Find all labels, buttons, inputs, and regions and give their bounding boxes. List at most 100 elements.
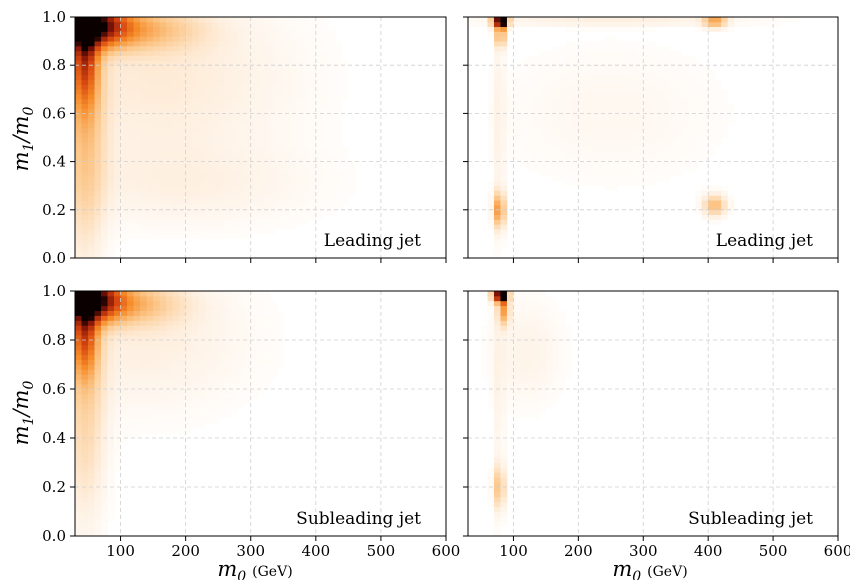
heatmap-cell: [617, 161, 625, 167]
heatmap-cell: [309, 17, 317, 23]
heatmap-cell: [146, 89, 154, 95]
heatmap-cell: [120, 21, 128, 28]
heatmap-cell: [153, 214, 161, 220]
heatmap-cell: [218, 349, 226, 356]
heatmap-cell: [224, 74, 232, 81]
heatmap-cell: [179, 31, 187, 37]
heatmap-cell: [185, 364, 193, 370]
heatmap-cell: [94, 511, 102, 517]
heatmap-cell: [94, 325, 102, 331]
heatmap-cell: [610, 41, 618, 47]
heatmap-cell: [276, 103, 284, 109]
heatmap-cell: [289, 98, 297, 105]
heatmap-cell: [519, 132, 527, 138]
heatmap-cell: [81, 113, 89, 119]
heatmap-cell: [133, 379, 141, 385]
heatmap-cell: [519, 142, 527, 148]
heatmap-cell: [552, 142, 560, 148]
heatmap-cell: [721, 127, 729, 134]
heatmap-cell: [270, 161, 278, 167]
heatmap-cell: [179, 127, 187, 134]
heatmap-cell: [107, 248, 115, 254]
heatmap-cell: [270, 349, 278, 356]
heatmap-cell: [166, 423, 174, 429]
heatmap-cell: [675, 50, 683, 56]
heatmap-cell: [244, 389, 252, 395]
heatmap-cell: [75, 384, 82, 390]
heatmap-cell: [153, 137, 161, 143]
heatmap-cell: [283, 190, 291, 196]
heatmap-cell: [231, 166, 239, 172]
heatmap-cell: [500, 84, 508, 90]
heatmap-cell: [480, 349, 488, 356]
heatmap-cell: [101, 295, 108, 302]
heatmap-cell: [296, 113, 304, 119]
heatmap-cell: [500, 305, 508, 311]
heatmap-cell: [480, 21, 488, 28]
heatmap-cell: [185, 369, 193, 375]
heatmap-cell: [185, 132, 193, 138]
heatmap-cell: [133, 300, 141, 307]
heatmap-cell: [75, 398, 82, 405]
heatmap-cell: [185, 325, 193, 331]
heatmap-cell: [584, 41, 592, 47]
heatmap-cell: [231, 315, 239, 321]
heatmap-cell: [159, 224, 167, 230]
heatmap-cell: [231, 349, 239, 356]
heatmap-cell: [159, 176, 167, 182]
heatmap-cell: [88, 379, 95, 385]
heatmap-cell: [263, 190, 271, 196]
heatmap-cell: [114, 335, 121, 341]
heatmap-cell: [270, 45, 278, 52]
heatmap-cell: [127, 74, 134, 81]
heatmap-cell: [289, 176, 297, 182]
heatmap-cell: [88, 176, 95, 182]
heatmap-cell: [263, 132, 271, 138]
y-axis-label-top: m1/m0: [9, 107, 37, 172]
heatmap-cell: [701, 26, 709, 32]
heatmap-cell: [630, 45, 638, 52]
heatmap-cell: [172, 113, 180, 119]
heatmap-cell: [107, 243, 115, 249]
heatmap-cell: [172, 31, 180, 37]
heatmap-cell: [539, 17, 547, 23]
heatmap-cell: [493, 413, 501, 419]
heatmap-cell: [636, 103, 644, 109]
heatmap-cell: [146, 31, 154, 37]
heatmap-cell: [159, 147, 167, 153]
heatmap-cell: [107, 55, 115, 61]
heatmap-cell: [263, 171, 271, 177]
heatmap-cell: [727, 26, 735, 32]
heatmap-cell: [341, 70, 349, 76]
heatmap-cell: [309, 41, 317, 47]
heatmap-cell: [597, 118, 605, 124]
heatmap-cell: [205, 94, 213, 100]
heatmap-cell: [289, 103, 297, 109]
heatmap-cell: [500, 151, 508, 158]
heatmap-cell: [120, 238, 128, 244]
heatmap-cell: [335, 50, 343, 56]
heatmap-cell: [172, 21, 180, 28]
heatmap-cell: [146, 384, 154, 390]
heatmap-cell: [662, 176, 670, 182]
heatmap-cell: [519, 379, 527, 385]
heatmap-cell: [263, 364, 271, 370]
heatmap-cell: [88, 17, 95, 23]
heatmap-cell: [205, 74, 213, 81]
heatmap-cell: [237, 31, 245, 37]
heatmap-cell: [75, 335, 82, 341]
heatmap-cell: [701, 118, 709, 124]
heatmap-cell: [315, 60, 323, 66]
heatmap-cell: [198, 423, 206, 429]
heatmap-cell: [786, 17, 793, 23]
heatmap-cell: [302, 151, 310, 158]
heatmap-cell: [270, 55, 278, 61]
heatmap-cell: [289, 79, 297, 85]
heatmap-cell: [166, 127, 174, 134]
heatmap-cell: [532, 408, 540, 414]
heatmap-cell: [107, 26, 115, 32]
heatmap-cell: [120, 344, 128, 351]
heatmap-cell: [179, 180, 187, 187]
heatmap-cell: [341, 151, 349, 158]
heatmap-cell: [341, 166, 349, 172]
